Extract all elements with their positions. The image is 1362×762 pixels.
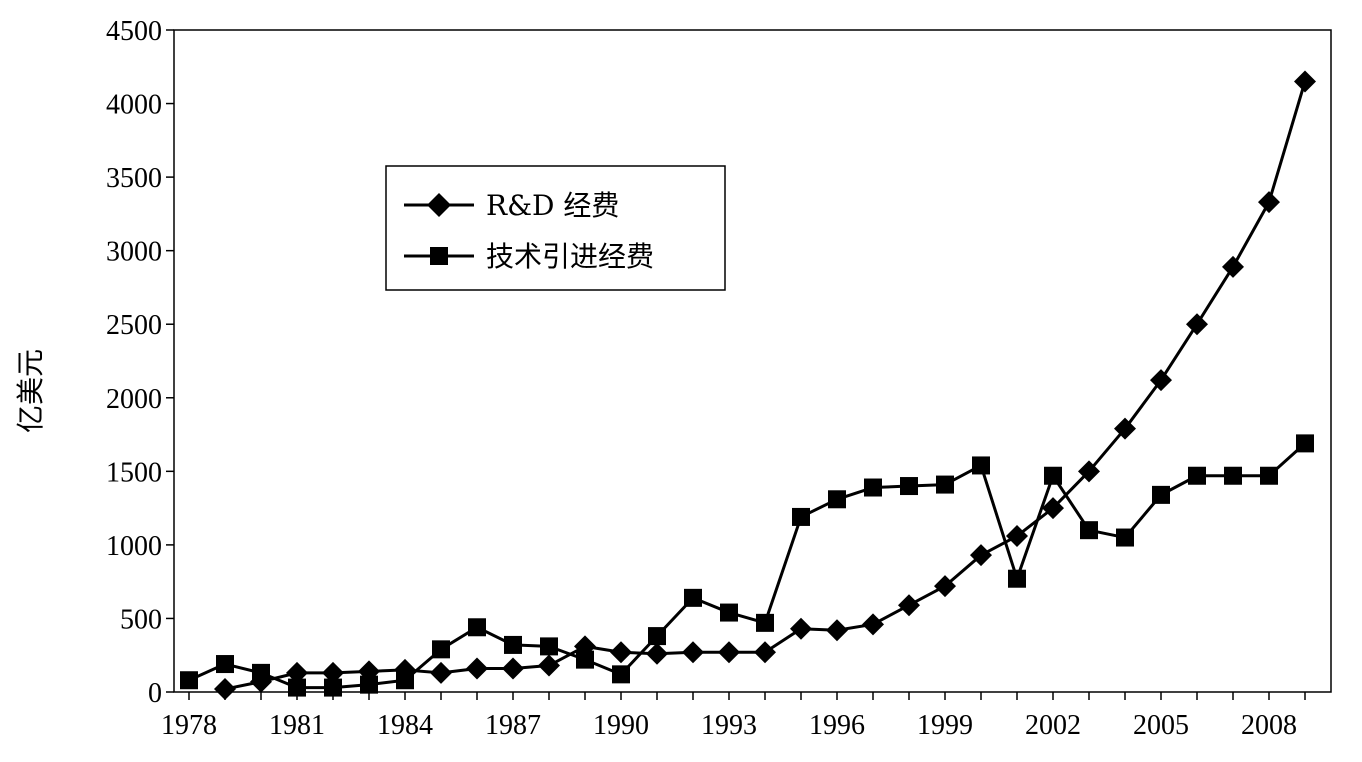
data-point-diamond bbox=[214, 678, 236, 701]
data-point-diamond bbox=[862, 613, 884, 636]
data-point-square bbox=[936, 475, 954, 494]
data-point-square bbox=[396, 671, 414, 690]
data-point-diamond bbox=[934, 575, 956, 598]
data-point-diamond bbox=[646, 642, 668, 665]
data-point-square bbox=[540, 637, 558, 656]
data-point-square bbox=[1080, 521, 1098, 540]
x-tick-label: 1978 bbox=[161, 710, 217, 741]
data-point-square bbox=[792, 507, 810, 526]
plot-border bbox=[173, 29, 1332, 693]
data-point-diamond bbox=[610, 641, 632, 664]
data-point-diamond bbox=[1186, 313, 1208, 336]
data-point-square bbox=[324, 678, 342, 697]
legend: R&D 经费 技术引进经费 bbox=[385, 165, 726, 291]
data-point-square bbox=[612, 665, 630, 684]
data-point-square bbox=[216, 655, 234, 674]
data-point-square bbox=[756, 613, 774, 632]
data-point-square bbox=[972, 456, 990, 475]
data-point-square bbox=[1296, 434, 1314, 453]
y-axis: 0 500 1000 1500 2000 2500 3000 3500 4000 4500 bbox=[106, 16, 174, 709]
data-point-diamond bbox=[898, 594, 920, 617]
data-point-square bbox=[576, 650, 594, 669]
data-point-diamond bbox=[322, 661, 344, 684]
data-point-diamond bbox=[754, 641, 776, 664]
y-tick-label: 4500 bbox=[106, 16, 162, 47]
series-tech-import bbox=[180, 434, 1314, 697]
legend-marker-diamond bbox=[427, 193, 451, 217]
y-tick-label: 0 bbox=[148, 678, 162, 709]
x-tick-label: 1981 bbox=[269, 710, 325, 741]
series-layer bbox=[180, 70, 1316, 701]
data-point-diamond bbox=[790, 617, 812, 640]
data-point-square bbox=[900, 477, 918, 496]
x-tick-label: 1990 bbox=[593, 710, 649, 741]
data-point-diamond bbox=[1114, 417, 1136, 440]
data-point-diamond bbox=[826, 619, 848, 642]
data-point-square bbox=[648, 627, 666, 646]
data-point-square bbox=[828, 490, 846, 509]
data-point-square bbox=[468, 618, 486, 637]
data-point-square bbox=[720, 603, 738, 622]
x-tick-label: 1993 bbox=[701, 710, 757, 741]
x-tick-label: 1999 bbox=[917, 710, 973, 741]
x-tick-label: 1987 bbox=[485, 710, 541, 741]
data-point-square bbox=[288, 678, 306, 697]
y-tick-label: 2000 bbox=[106, 384, 162, 415]
y-tick-label: 2500 bbox=[106, 310, 162, 341]
x-tick-label: 1996 bbox=[809, 710, 865, 741]
data-point-square bbox=[1188, 466, 1206, 485]
data-point-square bbox=[1152, 485, 1170, 504]
x-axis: 1978 1981 1984 1987 1990 1993 1996 1999 2002 2005… bbox=[161, 692, 1306, 741]
data-point-diamond bbox=[1042, 497, 1064, 520]
legend-box bbox=[385, 165, 726, 291]
x-tick-label: 2008 bbox=[1241, 710, 1297, 741]
x-tick-label: 2002 bbox=[1025, 710, 1081, 741]
y-axis-label: 亿美元 bbox=[14, 349, 47, 433]
data-point-diamond bbox=[1222, 255, 1244, 278]
legend-label-tech: 技术引进经费 bbox=[486, 240, 654, 273]
data-point-square bbox=[1008, 569, 1026, 588]
data-point-square bbox=[504, 635, 522, 654]
series-rd bbox=[214, 70, 1316, 701]
y-tick-label: 4000 bbox=[106, 90, 162, 121]
data-point-square bbox=[1224, 466, 1242, 485]
plot-frame bbox=[173, 29, 1332, 693]
legend-marker-square bbox=[430, 247, 448, 265]
data-point-diamond bbox=[430, 661, 452, 684]
x-tick-label: 1984 bbox=[377, 710, 433, 741]
y-tick-label: 1500 bbox=[106, 457, 162, 488]
data-point-diamond bbox=[970, 544, 992, 567]
data-point-square bbox=[864, 478, 882, 497]
legend-label-rd: R&D 经费 bbox=[486, 189, 619, 222]
y-tick-label: 3000 bbox=[106, 237, 162, 268]
data-point-diamond bbox=[1258, 191, 1280, 214]
data-point-square bbox=[360, 675, 378, 694]
data-point-diamond bbox=[538, 654, 560, 677]
data-point-square bbox=[252, 663, 270, 682]
data-point-diamond bbox=[286, 661, 308, 684]
y-tick-label: 1000 bbox=[106, 531, 162, 562]
data-point-square bbox=[1260, 466, 1278, 485]
data-point-diamond bbox=[1078, 460, 1100, 483]
y-tick-label: 3500 bbox=[106, 163, 162, 194]
data-point-diamond bbox=[1294, 70, 1316, 93]
data-point-diamond bbox=[718, 641, 740, 664]
data-point-diamond bbox=[682, 641, 704, 664]
data-point-square bbox=[432, 640, 450, 659]
data-point-square bbox=[180, 671, 198, 690]
y-tick-label: 500 bbox=[120, 604, 162, 635]
x-tick-label: 2005 bbox=[1133, 710, 1189, 741]
data-point-square bbox=[684, 588, 702, 607]
data-point-square bbox=[1044, 466, 1062, 485]
data-point-diamond bbox=[466, 657, 488, 680]
data-point-square bbox=[1116, 528, 1134, 547]
data-point-diamond bbox=[502, 657, 524, 680]
data-point-diamond bbox=[1006, 525, 1028, 548]
data-point-diamond bbox=[1150, 369, 1172, 392]
